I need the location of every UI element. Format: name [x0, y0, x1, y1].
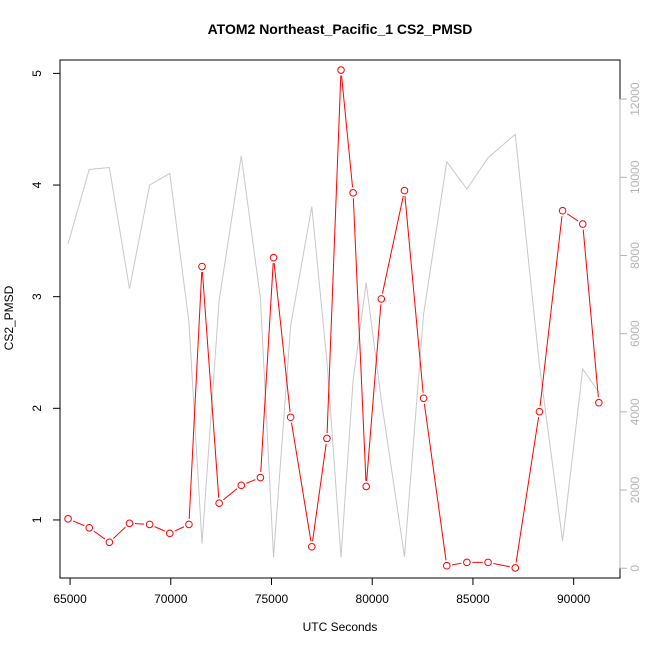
y2-tick-label: 4000	[628, 398, 642, 425]
left-axis-series-point	[269, 253, 278, 262]
left-axis-series-point	[256, 473, 265, 482]
x-axis-label: UTC Seconds	[303, 620, 378, 634]
left-axis-series-point	[323, 434, 331, 443]
left-axis-series-segment	[452, 562, 462, 566]
left-axis-series-point	[511, 564, 520, 572]
left-axis-series-segment	[113, 526, 126, 539]
left-axis-series-segment	[352, 198, 367, 481]
left-axis-series-point	[237, 481, 246, 490]
y-tick-label: 1	[30, 516, 44, 523]
left-axis-series-segment	[515, 417, 540, 563]
left-axis-series-point	[535, 407, 544, 416]
y2-tick-label: 12000	[628, 82, 642, 116]
left-axis-series-segment	[246, 479, 256, 484]
left-axis-series-segment	[366, 304, 382, 482]
left-axis-series-point	[185, 520, 193, 529]
left-axis-series-segment	[223, 488, 238, 501]
y-tick-label: 3	[30, 293, 44, 300]
left-axis-series-segment	[312, 443, 327, 542]
left-axis-series-segment	[493, 562, 510, 568]
left-axis-series-point	[125, 519, 134, 528]
left-axis-series-segment	[188, 271, 203, 519]
left-axis-series-segment	[93, 530, 106, 540]
left-axis-series-point	[349, 189, 357, 197]
left-axis-series-segment	[260, 263, 274, 473]
series-layer	[64, 66, 603, 572]
left-axis-series-segment	[539, 216, 563, 407]
left-axis-series-segment	[72, 520, 85, 527]
left-axis-series-point	[145, 520, 154, 529]
left-axis-series-segment	[273, 263, 291, 412]
left-axis-series-point	[578, 220, 587, 228]
chart-title: ATOM2 Northeast_Pacific_1 CS2_PMSD	[208, 21, 473, 37]
left-axis-series-segment	[566, 213, 579, 222]
left-axis-series-point	[85, 523, 94, 532]
left-axis-series-segment	[134, 523, 145, 525]
left-axis-series-point	[165, 529, 174, 538]
y-tick-label: 2	[30, 405, 44, 412]
axes-layer: 65000 70000 75000 80000 85000 90000 1 2 3 4 5 0 2000…	[30, 70, 642, 606]
y2-tick-label: 6000	[628, 320, 642, 347]
left-axis-series-segment	[154, 526, 165, 532]
y-tick-label: 4	[30, 181, 44, 188]
y2-tick-label: 10000	[628, 160, 642, 194]
left-axis-series-point	[463, 558, 471, 567]
left-axis-series-segment	[341, 75, 354, 188]
x-tick-label: 90000	[557, 592, 591, 606]
left-axis-series-point	[105, 538, 114, 547]
left-axis-series-segment	[423, 403, 447, 561]
left-axis-series-point	[442, 561, 451, 570]
left-axis-series-segment	[404, 196, 424, 393]
left-axis-series-point	[215, 499, 223, 508]
left-axis-series-point	[198, 262, 206, 271]
right-axis-series-line	[67, 133, 600, 558]
left-axis-series-segment	[201, 271, 220, 498]
x-tick-label: 75000	[255, 592, 289, 606]
left-axis-series-point	[595, 398, 603, 407]
y2-tick-label: 2000	[628, 476, 642, 503]
left-axis-series-segment	[326, 75, 342, 433]
x-tick-label: 80000	[356, 592, 390, 606]
x-tick-label: 70000	[154, 592, 188, 606]
x-tick-label: 65000	[53, 592, 87, 606]
left-axis-series-segment	[582, 229, 599, 398]
left-axis-series-point	[307, 542, 316, 551]
left-axis-series-point	[286, 413, 295, 422]
left-axis-series-point	[484, 558, 492, 567]
y-tick-label: 5	[30, 70, 44, 77]
left-axis-series-point	[377, 295, 386, 303]
left-axis-series-segment	[291, 422, 312, 542]
left-axis-series-segment	[381, 195, 404, 294]
y2-tick-label: 0	[628, 565, 642, 572]
left-axis-series-point	[64, 515, 72, 523]
y-axis-label: CS2_PMSD	[2, 285, 16, 350]
plot-frame	[59, 59, 621, 579]
left-axis-series-point	[400, 186, 409, 195]
x-tick-label: 85000	[456, 592, 490, 606]
left-axis-series-segment	[174, 526, 185, 532]
left-axis-series-point	[419, 394, 428, 403]
y2-tick-label: 8000	[628, 242, 642, 269]
left-axis-series-point	[337, 66, 345, 74]
left-axis-series-point	[558, 206, 567, 215]
left-axis-series-point	[362, 482, 370, 491]
